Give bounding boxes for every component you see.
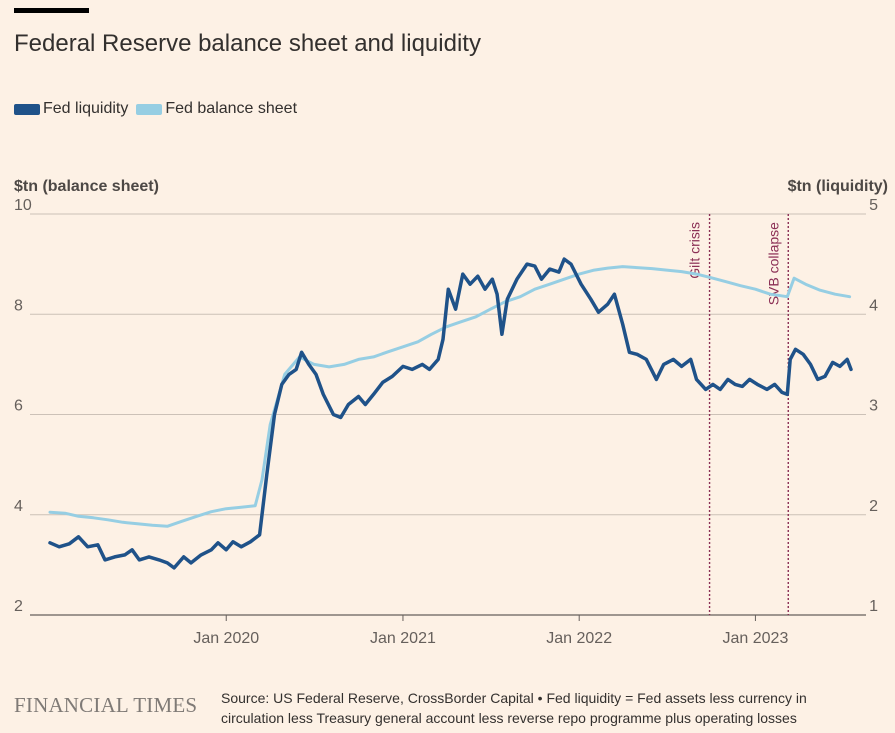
x-tick-label: Jan 2020 [193,630,259,647]
y-left-tick-label: 4 [14,498,23,515]
legend-swatch-fed-balance-sheet [136,103,163,115]
y-right-tick-label: 5 [869,197,878,214]
line-chart: $tn (balance sheet) $tn (liquidity) 2 14 2… [14,178,888,647]
annotations: Gilt crisis SVB collapse [687,214,789,615]
legend-item-fed-balance-sheet: Fed balance sheet [136,100,297,118]
series-line-fed-balance-sheet [48,265,852,528]
financial-times-logo: FINANCIAL TIMES [14,693,198,717]
chart-title: Federal Reserve balance sheet and liquid… [14,30,481,57]
y-right-tick-label: 3 [869,398,878,415]
y-axis-right-label: $tn (liquidity) [788,178,888,195]
y-right-tick-label: 4 [869,297,878,314]
legend-item-fed-liquidity: Fed liquidity [14,100,128,118]
legend-swatch-fed-liquidity [14,103,40,115]
y-left-tick-label: 10 [14,197,32,214]
legend-label-fed-balance-sheet: Fed balance sheet [165,100,298,117]
y-left-tick-label: 8 [14,297,23,314]
x-tick-label: Jan 2021 [370,630,436,647]
legend-label-fed-liquidity: Fed liquidity [43,100,129,117]
y-right-tick-label: 1 [869,598,878,615]
annotation-label: Gilt crisis [687,222,703,279]
series [48,257,853,570]
y-left-tick-label: 2 [14,598,23,615]
source-note: Source: US Federal Reserve, CrossBorder … [221,690,807,726]
legend: Fed liquidity Fed balance sheet [14,100,305,118]
annotation-label: SVB collapse [765,222,781,305]
ft-top-bar [14,8,89,13]
y-left-tick-label: 6 [14,398,23,415]
x-tick-label: Jan 2023 [723,630,789,647]
x-tick-label: Jan 2022 [546,630,612,647]
axis-ticks: 2 1 4 2 6 3 8 4 10 5 Jan 2020 Jan 2021 Jan 2022 Jan 2… [14,197,878,647]
y-right-tick-label: 2 [869,498,878,515]
grid [30,213,866,616]
y-axis-left-label: $tn (balance sheet) [14,178,159,195]
series-line-fed-liquidity [48,257,853,570]
